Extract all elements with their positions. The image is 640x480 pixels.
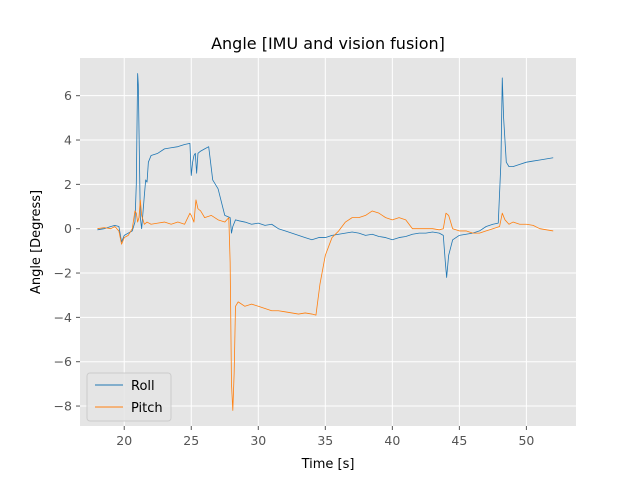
x-tick-label: 30 bbox=[250, 433, 266, 448]
plot-background bbox=[80, 58, 576, 426]
y-tick-label: −6 bbox=[54, 354, 72, 369]
y-tick-label: 0 bbox=[64, 221, 72, 236]
series-line-pitch bbox=[97, 199, 554, 411]
tick-layer: 20 25 30 35 40 45 50 −8 −6 −4 −2 0 2 4 6 bbox=[54, 88, 535, 448]
x-axis-title: Time [s] bbox=[301, 457, 355, 472]
y-tick-label: 6 bbox=[64, 88, 72, 103]
x-tick-label: 45 bbox=[451, 433, 467, 448]
y-tick-label: 4 bbox=[64, 133, 72, 148]
chart-title: Angle [IMU and vision fusion] bbox=[211, 34, 445, 53]
y-axis-title: Angle [Degress] bbox=[29, 190, 44, 294]
y-tick-label: −2 bbox=[54, 266, 72, 281]
y-tick-label: −4 bbox=[54, 310, 72, 325]
y-tick-label: −8 bbox=[54, 399, 72, 414]
x-tick-label: 25 bbox=[183, 433, 199, 448]
y-tick-label: 2 bbox=[64, 177, 72, 192]
x-tick-label: 50 bbox=[518, 433, 534, 448]
series-line-roll bbox=[97, 73, 554, 278]
x-tick-label: 40 bbox=[384, 433, 400, 448]
legend-label-pitch: Pitch bbox=[131, 401, 163, 416]
legend: Roll Pitch bbox=[86, 372, 172, 422]
x-tick-label: 20 bbox=[116, 433, 132, 448]
legend-label-roll: Roll bbox=[131, 379, 155, 394]
x-tick-label: 35 bbox=[317, 433, 333, 448]
series-layer bbox=[97, 73, 554, 411]
